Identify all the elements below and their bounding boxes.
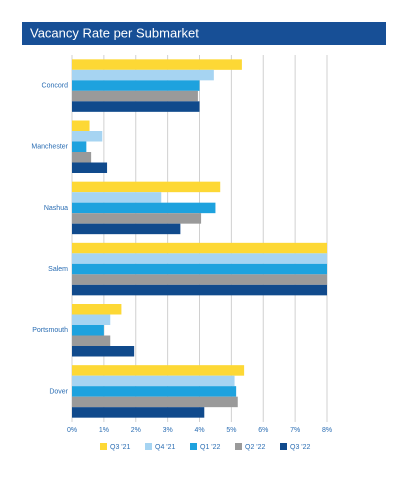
x-tick-label: 2% xyxy=(131,427,141,434)
bar xyxy=(72,162,108,173)
x-tick-label: 4% xyxy=(194,427,204,434)
x-tick-label: 6% xyxy=(258,427,268,434)
chart-title: Vacancy Rate per Submarket xyxy=(30,25,199,40)
bar xyxy=(72,141,87,152)
bar xyxy=(72,396,238,408)
bar xyxy=(72,365,245,376)
bar xyxy=(72,314,111,325)
bar xyxy=(72,284,327,296)
bar xyxy=(72,375,235,387)
bar xyxy=(72,213,202,224)
x-tick-label: 3% xyxy=(163,427,173,434)
y-tick-label: Portsmouth xyxy=(32,327,68,334)
bar xyxy=(72,192,162,203)
y-tick-label: Salem xyxy=(48,266,68,273)
bar xyxy=(72,152,92,163)
legend-swatch xyxy=(235,443,242,450)
y-tick-label: Concord xyxy=(42,82,69,89)
bar xyxy=(72,304,122,315)
bar xyxy=(72,346,135,357)
y-tick-label: Manchester xyxy=(31,144,68,151)
bar xyxy=(72,325,104,336)
legend-swatch xyxy=(100,443,107,450)
legend-label: Q1 '22 xyxy=(200,444,221,451)
legend-label: Q4 '21 xyxy=(155,444,176,451)
legend-swatch xyxy=(145,443,152,450)
legend-label: Q3 '22 xyxy=(290,444,311,451)
bar xyxy=(72,90,198,102)
y-tick-label: Nashua xyxy=(44,205,68,212)
bar xyxy=(72,120,90,131)
bar xyxy=(72,181,221,193)
bar xyxy=(72,242,327,254)
legend-swatch xyxy=(190,443,197,450)
x-tick-label: 0% xyxy=(67,427,77,434)
bar xyxy=(72,131,103,142)
x-tick-label: 5% xyxy=(226,427,236,434)
bar xyxy=(72,274,327,285)
x-tick-label: 7% xyxy=(290,427,300,434)
bar xyxy=(72,223,181,235)
legend-swatch xyxy=(280,443,287,450)
legend-label: Q2 '22 xyxy=(245,444,266,451)
bar xyxy=(72,101,200,112)
title-bar xyxy=(22,22,386,45)
bar xyxy=(72,407,205,418)
bar xyxy=(72,202,216,214)
bar xyxy=(72,59,242,70)
bar xyxy=(72,335,111,346)
bar xyxy=(72,253,327,264)
bar xyxy=(72,386,237,397)
bar xyxy=(72,263,327,275)
bar xyxy=(72,80,200,91)
legend-label: Q3 '21 xyxy=(110,444,131,451)
bar xyxy=(72,69,214,81)
x-tick-label: 8% xyxy=(322,427,332,434)
y-tick-label: Dover xyxy=(49,388,68,395)
x-tick-label: 1% xyxy=(99,427,109,434)
